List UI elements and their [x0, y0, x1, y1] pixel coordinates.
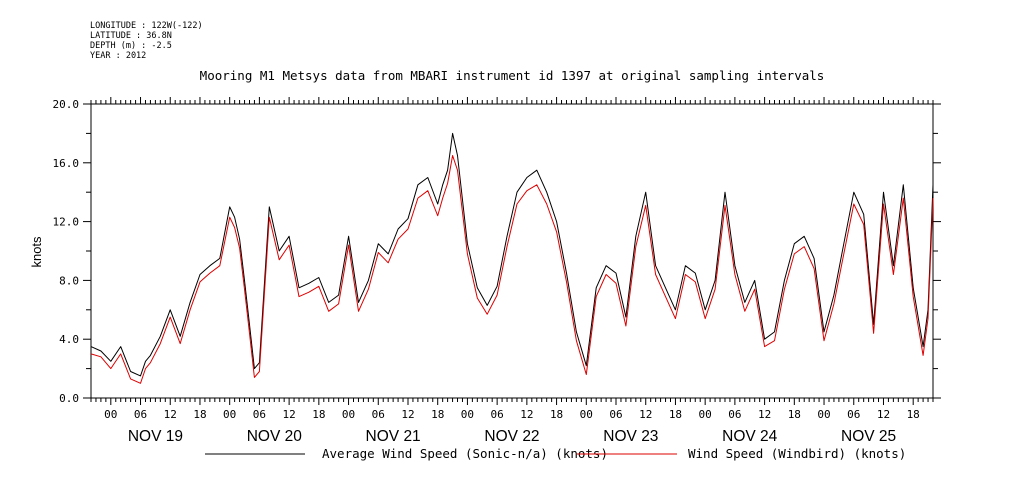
metadata-block: LONGITUDE : 122W(-122) LATITUDE : 36.8N …	[90, 21, 203, 61]
series-line-sonic	[90, 132, 934, 377]
x-hour-label: 18	[193, 408, 206, 421]
longitude-text: LONGITUDE : 122W(-122)	[90, 21, 203, 31]
x-hour-label: 00	[104, 408, 117, 421]
x-hour-label: 12	[520, 408, 533, 421]
depth-text: DEPTH (m) : -2.5	[90, 41, 172, 51]
x-hour-label: 18	[550, 408, 563, 421]
legend: Average Wind Speed (Sonic-n/a) (knots) W…	[205, 446, 906, 461]
x-hour-label: 06	[491, 408, 504, 421]
series-group	[90, 132, 934, 384]
x-hour-label: 06	[609, 408, 622, 421]
x-hour-label: 00	[699, 408, 712, 421]
legend-label-sonic: Average Wind Speed (Sonic-n/a) (knots)	[322, 446, 608, 461]
x-day-label: NOV 25	[841, 428, 896, 445]
x-hour-label: 12	[877, 408, 890, 421]
y-tick-label: 4.0	[59, 333, 79, 346]
y-tick-label: 16.0	[53, 157, 80, 170]
x-axis: 00 06 12 18 NOV 19 00 06 12 18 NOV 20 00 06 12 18 NOV …	[90, 97, 934, 445]
x-hour-label: 00	[461, 408, 474, 421]
x-hour-label: 18	[431, 408, 444, 421]
y-axis: 0.0 4.0 8.0 12.0 16.0 20.0	[53, 98, 941, 405]
x-day-label: NOV 21	[366, 428, 421, 445]
x-day-label: NOV 24	[722, 428, 778, 445]
x-day-label: NOV 23	[603, 428, 658, 445]
x-hour-label: 06	[253, 408, 266, 421]
x-hour-label: 12	[282, 408, 295, 421]
x-hour-label: 00	[580, 408, 593, 421]
x-hour-label: 06	[372, 408, 385, 421]
y-tick-label: 20.0	[53, 98, 80, 111]
x-hour-label: 12	[758, 408, 771, 421]
latitude-text: LATITUDE : 36.8N	[90, 31, 172, 41]
x-hour-label: 06	[728, 408, 741, 421]
x-hour-label: 12	[639, 408, 652, 421]
x-hour-label: 12	[401, 408, 414, 421]
x-hour-label: 18	[907, 408, 920, 421]
y-tick-label: 8.0	[59, 274, 79, 287]
x-day-label: NOV 22	[484, 428, 539, 445]
y-axis-label: knots	[29, 236, 44, 268]
y-tick-label: 12.0	[53, 216, 80, 229]
x-hour-label: 12	[164, 408, 177, 421]
y-tick-label: 0.0	[59, 392, 79, 405]
x-hour-label: 18	[312, 408, 325, 421]
x-hour-label: 18	[669, 408, 682, 421]
chart-title: Mooring M1 Metsys data from MBARI instru…	[200, 68, 825, 83]
x-hour-label: 00	[342, 408, 355, 421]
x-hour-label: 06	[847, 408, 860, 421]
x-hour-label: 18	[788, 408, 801, 421]
x-day-label: NOV 19	[128, 428, 183, 445]
legend-label-windbird: Wind Speed (Windbird) (knots)	[688, 446, 906, 461]
x-day-label: NOV 20	[247, 428, 303, 445]
x-hour-label: 00	[817, 408, 830, 421]
x-hour-label: 06	[134, 408, 147, 421]
series-line-windbird	[90, 155, 934, 384]
x-hour-label: 00	[223, 408, 236, 421]
year-text: YEAR : 2012	[90, 51, 147, 61]
